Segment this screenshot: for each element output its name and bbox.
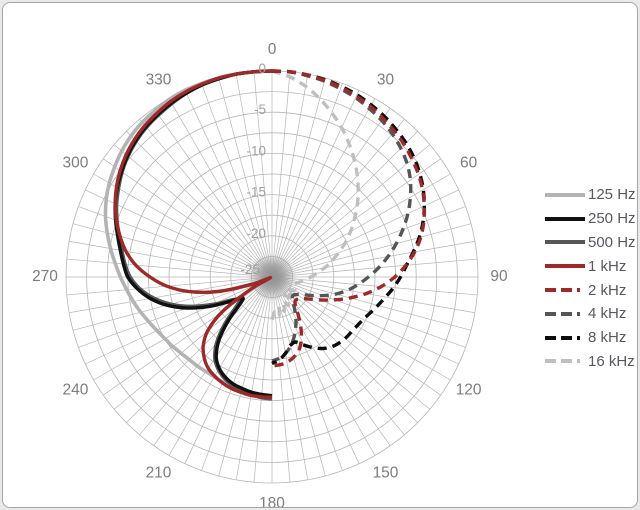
series-1-khz: [113, 69, 273, 399]
angle-label-330: 330: [146, 72, 172, 89]
legend-label: 4 kHz: [588, 305, 627, 323]
legend-label: 16 kHz: [588, 352, 635, 370]
db-label-0: 0: [258, 61, 266, 76]
legend-line-sample: [545, 192, 585, 197]
series-16-khz: [270, 69, 360, 321]
legend-item-16-khz: 16 kHz: [544, 350, 636, 374]
db-label--15: -15: [246, 185, 266, 200]
legend: 125 Hz 250 Hz 500 Hz 1 kHz 2 kHz 4 kHz 8 kHz 16…: [544, 183, 636, 373]
legend-line-sample: [545, 216, 585, 221]
legend-item-2-khz: 2 kHz: [544, 278, 636, 302]
legend-label: 500 Hz: [588, 233, 636, 251]
db-label--25: -25: [240, 262, 260, 277]
db-tick-labels: 0 -5 -10 -15 -20 -25: [240, 61, 266, 277]
legend-item-125-hz: 125 Hz: [544, 183, 636, 207]
legend-line-sample: [545, 359, 585, 364]
angle-label-210: 210: [146, 465, 172, 482]
legend-label: 8 kHz: [588, 329, 627, 347]
legend-line-sample: [545, 311, 585, 316]
legend-item-8-khz: 8 kHz: [544, 326, 636, 350]
db-label--5: -5: [254, 102, 266, 117]
legend-line-sample: [545, 335, 585, 340]
legend-line-sample: [545, 288, 585, 293]
angle-label-90: 90: [490, 268, 508, 285]
polar-chart: 0 30 60 90 120 150 180 210 240 270 300 330 0 -5 -10 -15…: [32, 41, 508, 508]
angle-label-60: 60: [460, 155, 478, 172]
angle-label-150: 150: [373, 465, 399, 482]
db-label--20: -20: [246, 226, 266, 241]
angle-label-240: 240: [62, 382, 88, 399]
legend-item-4-khz: 4 kHz: [544, 302, 636, 326]
legend-item-1-khz: 1 kHz: [544, 254, 636, 278]
db-label--10: -10: [246, 143, 266, 158]
legend-label: 125 Hz: [588, 186, 636, 204]
legend-line-sample: [545, 264, 585, 269]
legend-item-250-hz: 250 Hz: [544, 207, 636, 231]
legend-line-sample: [545, 240, 585, 245]
angle-label-180: 180: [259, 495, 285, 508]
legend-label: 2 kHz: [588, 281, 627, 299]
angle-label-120: 120: [456, 382, 482, 399]
angle-label-30: 30: [377, 72, 395, 89]
legend-item-500-hz: 500 Hz: [544, 231, 636, 255]
angle-label-270: 270: [32, 268, 58, 285]
legend-label: 1 kHz: [588, 257, 627, 275]
angle-label-0: 0: [268, 41, 277, 58]
series-4-khz: [271, 69, 413, 363]
angle-labels: 0 30 60 90 120 150 180 210 240 270 300 330: [32, 41, 508, 508]
legend-label: 250 Hz: [588, 210, 636, 228]
series-2-khz: [271, 69, 427, 368]
angle-label-300: 300: [62, 155, 88, 172]
